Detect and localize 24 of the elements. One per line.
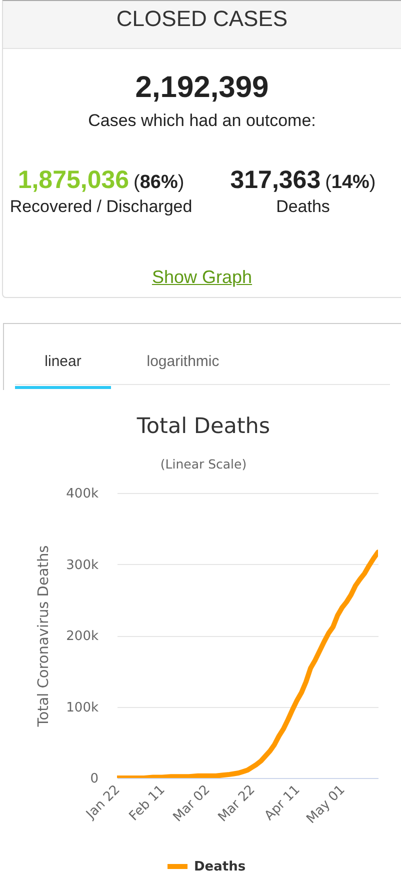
text: 1,875,036 [18,166,130,194]
text: Cases which had an outcome: [87,111,317,131]
y-tick-label: 100k [66,700,99,716]
y-tick-label: 300k [66,558,99,573]
text: (14%) [325,172,376,193]
text: Recovered / Discharged [8,197,194,217]
y-tick-label: 400k [66,486,99,502]
x-tick-label: Mar 22 [216,782,258,826]
text: Deaths [275,197,331,217]
text: 2,192,399 [134,71,270,105]
text: (86%) [133,172,184,193]
tab[interactable]: linear [15,352,111,372]
text: 317,363 [230,166,321,194]
chart-title: Total Deaths [136,414,270,439]
text: CLOSED CASES [115,6,289,32]
y-tick-label: 200k [66,629,99,644]
x-tick-label: Apr 11 [262,782,304,824]
x-tick-label: Mar 02 [170,782,214,826]
legend-label: Deaths [194,860,246,874]
chart-subtitle: (Linear Scale) [160,456,247,472]
link[interactable]: Show Graph [152,266,252,288]
x-tick-label: Feb 11 [126,782,168,824]
y-axis-title: Total Coronavirus Deaths [36,545,52,728]
tab[interactable]: logarithmic [135,352,231,372]
